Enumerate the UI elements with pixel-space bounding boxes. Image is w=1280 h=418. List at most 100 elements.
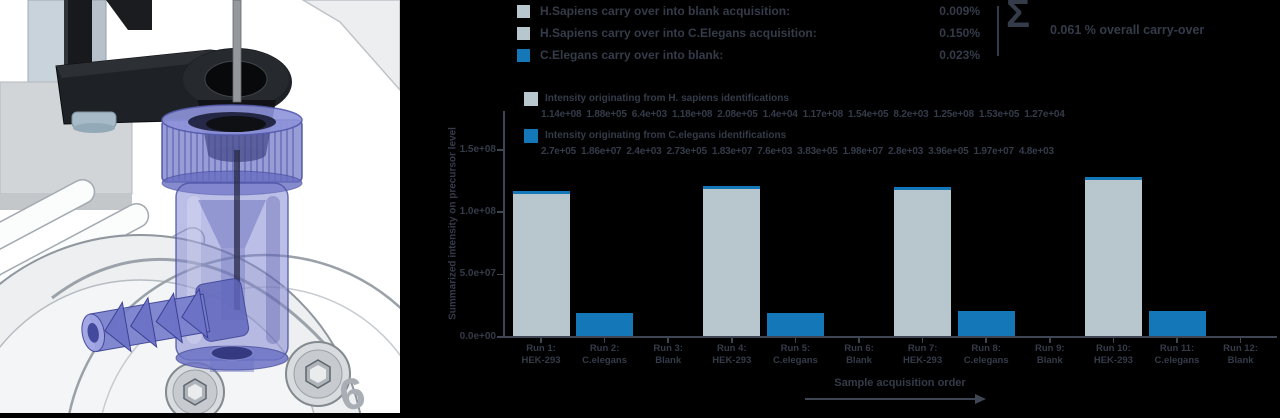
y-tick-label: 5.0e+07 — [459, 268, 496, 280]
celegans-bar-segment — [703, 185, 761, 189]
intensity-value: 3.83e+05 — [797, 146, 838, 157]
y-axis-line — [503, 111, 505, 337]
x-tick-mark — [794, 338, 797, 343]
intensity-value: 3.96e+05 — [928, 146, 969, 157]
stat-value: 0.150% — [939, 26, 980, 40]
bar-run5 — [766, 313, 824, 336]
hsapiens-bar-segment — [1084, 180, 1142, 336]
intensity-value: 1.54e+05 — [848, 109, 889, 120]
x-tick-mark — [603, 338, 606, 343]
hex-screw-right — [285, 341, 351, 407]
x-category-line: Run 2: — [589, 343, 620, 354]
hsapiens-bar-segment — [703, 188, 761, 336]
stats-divider — [997, 6, 999, 56]
intensity-value: 1.97e+07 — [973, 146, 1014, 157]
celegans-bar-segment — [1084, 177, 1142, 181]
intensity-value: 1.83e+07 — [711, 146, 753, 157]
x-category-label: Run 11: C.elegans — [1145, 343, 1209, 366]
intensity-value: 1.17e+08 — [802, 109, 844, 120]
x-tick-mark — [985, 338, 987, 343]
x-category-label: Run 7: HEK-293 — [891, 343, 955, 366]
celegans-bar-segment — [957, 311, 1015, 336]
y-tick-mark — [497, 149, 503, 151]
x-category-line: Run 3: — [653, 343, 683, 354]
x-category-line: C.elegans — [772, 354, 818, 366]
x-tick-mark — [1049, 338, 1051, 343]
sigma-icon: Σ — [1006, 0, 1031, 36]
intensity-value: 1.14e+08 — [541, 109, 582, 120]
x-category-line: C.elegans — [1154, 354, 1200, 366]
celegans-bar-segment — [576, 312, 634, 336]
x-tick-mark — [540, 338, 542, 343]
intensity-value: 1.18e+08 — [671, 109, 713, 120]
x-category-line: HEK-293 — [521, 354, 561, 366]
intensity-value: 7.6e+03 — [757, 146, 793, 157]
x-category-line: Run 1: — [526, 343, 556, 354]
stat-label: H.Sapiens carry over into blank acquisit… — [540, 4, 791, 18]
x-category-line: C.elegans — [582, 354, 628, 366]
x-category-label: Run 6: Blank — [827, 343, 891, 366]
intensity-value: 2.73e+05 — [666, 146, 707, 157]
celegans-bar-segment — [1148, 311, 1206, 336]
intensity-value: 1.53e+05 — [978, 109, 1020, 120]
hex-screw-left — [165, 362, 225, 418]
needle-inner — [234, 150, 240, 310]
hsapiens-swatch — [517, 5, 530, 18]
x-category-label: Run 3: Blank — [636, 343, 700, 366]
bar-run7 — [894, 187, 952, 336]
y-tick-label: 1.5e+08 — [459, 143, 496, 155]
celegans-bar-segment — [766, 313, 824, 336]
celegans-bar-segment — [894, 187, 952, 191]
acquisition-order-arrow — [805, 398, 977, 400]
x-category-line: Run 7: — [907, 343, 938, 354]
x-tick-mark — [1112, 338, 1115, 343]
y-tick-label: 0.0e+00 — [459, 330, 496, 342]
hsapiens-swatch — [524, 92, 538, 106]
bar-run11 — [1148, 311, 1206, 336]
intensity-value: 1.86e+07 — [581, 146, 622, 157]
x-tick-mark — [921, 338, 924, 343]
hsapiens-bar-segment — [894, 190, 952, 336]
intensity-value: 1.88e+05 — [586, 109, 627, 120]
x-category-label: Run 9: Blank — [1018, 343, 1082, 366]
intensity-value: 2.4e+03 — [626, 146, 662, 157]
x-category-line: Blank — [655, 354, 682, 366]
figure-panel: H.Sapiens carry over into blank acquisit… — [400, 0, 1280, 413]
intensity-value: 2.7e+05 — [541, 146, 577, 157]
legend-label: Intensity originating from C.elegans ide… — [545, 130, 787, 141]
stat-value: 0.009% — [939, 4, 980, 18]
x-axis-line — [503, 336, 1277, 338]
x-category-line: Run 9: — [1035, 343, 1065, 354]
hsapiens-values-row: 1.14e+08 1.88e+05 6.4e+03 1.18e+08 2.08e+05 1… — [541, 109, 1065, 120]
x-category-line: Run 8: — [971, 343, 1001, 354]
x-category-line: Blank — [1036, 354, 1063, 366]
x-category-line: HEK-293 — [1093, 354, 1133, 366]
intensity-value: 2.08e+05 — [717, 109, 758, 120]
celegans-values-row: 2.7e+05 1.86e+07 2.4e+03 2.73e+05 1.83e+07 7.… — [541, 146, 1054, 157]
x-category-label: Run 8: C.elegans — [954, 343, 1018, 366]
intensity-value: 1.25e+08 — [933, 109, 974, 120]
x-category-line: Run 4: — [717, 343, 747, 354]
bar-run10 — [1084, 177, 1142, 336]
x-category-line: HEK-293 — [903, 354, 943, 366]
overall-carryover: 0.061 % overall carry-over — [1050, 23, 1205, 37]
x-category-line: HEK-293 — [712, 354, 752, 366]
y-tick-mark — [497, 211, 503, 213]
intensity-value: 1.27e+04 — [1024, 109, 1065, 120]
bar-run8 — [957, 311, 1015, 336]
x-category-line: Run 6: — [844, 343, 874, 354]
y-tick-mark — [497, 336, 503, 338]
hsapiens-swatch — [517, 27, 530, 40]
intensity-value: 1.4e+04 — [762, 109, 798, 120]
x-category-label: Run 5: C.elegans — [763, 343, 827, 366]
stat-label: C.Elegans carry over into blank: — [540, 48, 724, 62]
x-category-line: Blank — [846, 354, 872, 366]
cad-render-panel: 6 — [0, 0, 463, 418]
x-category-label: Run 12: Blank — [1209, 343, 1273, 366]
celegans-bar-segment — [512, 190, 570, 194]
x-category-label: Run 2: C.elegans — [573, 343, 637, 366]
stat-value: 0.023% — [939, 48, 980, 62]
x-category-line: Run 11: — [1159, 343, 1195, 354]
x-category-line: C.elegans — [963, 354, 1009, 366]
x-tick-mark — [1239, 338, 1242, 343]
